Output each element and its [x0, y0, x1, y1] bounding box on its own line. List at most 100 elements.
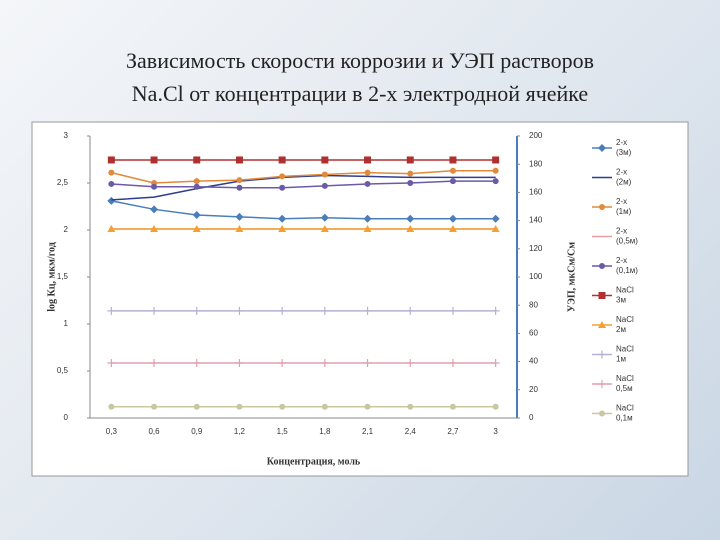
point: [192, 225, 201, 233]
legend-label: NaCl 0,5м: [616, 374, 634, 393]
x-tick-label: 3: [493, 427, 498, 436]
point: [235, 306, 244, 315]
legend-label-part: 0,1м: [616, 414, 633, 423]
legend-marker: [599, 410, 605, 417]
point: [320, 213, 329, 222]
point: [236, 184, 243, 191]
series-line: [111, 180, 496, 189]
y2-tick-label: 120: [529, 244, 543, 253]
point: [235, 212, 244, 221]
x-tick-label: 0,3: [106, 427, 118, 436]
point: [107, 156, 115, 164]
point: [279, 184, 286, 191]
y-tick-label: 1: [64, 319, 69, 328]
point: [406, 225, 415, 233]
y-tick-label: 2: [64, 225, 69, 234]
legend-marker: [598, 292, 606, 299]
point: [364, 403, 371, 410]
point: [449, 178, 456, 185]
y2-tick-label: 200: [529, 131, 543, 140]
point: [192, 210, 201, 219]
legend-label: NaCl 0,1м: [616, 404, 634, 423]
point: [449, 167, 456, 174]
point: [236, 177, 243, 184]
title-line: Зависимость скорости коррозии и УЭП раст…: [126, 48, 594, 73]
legend-label: 2-х (3м): [616, 138, 632, 157]
x-tick-label: 1,2: [234, 427, 246, 436]
point: [108, 180, 115, 187]
point: [406, 214, 415, 223]
x-axis-title: Концентрация, моль: [267, 456, 361, 467]
y2-tick-label: 60: [529, 329, 538, 338]
point: [492, 403, 499, 410]
y-tick-label: 0,5: [57, 366, 69, 375]
x-tick-label: 0,6: [148, 427, 160, 436]
point: [407, 180, 414, 186]
legend-label: NaCl 3м: [616, 286, 634, 305]
point: [193, 156, 201, 164]
point: [320, 306, 329, 315]
legend-label: NaCl 1м: [616, 345, 634, 364]
point: [151, 183, 158, 190]
point: [320, 225, 329, 233]
x-tick-label: 2,7: [447, 427, 459, 436]
legend-label-part: 0,5м: [616, 384, 633, 393]
point: [491, 359, 500, 368]
legend-label-part: NaCl: [616, 315, 634, 324]
x-tick-label: 1,8: [319, 427, 331, 436]
chart-frame: [31, 121, 689, 477]
y2-tick-label: 140: [529, 216, 543, 225]
legend-label-part: (1м): [616, 207, 632, 216]
point: [193, 178, 200, 185]
point: [448, 306, 457, 315]
series-line: [111, 200, 496, 220]
point: [107, 359, 116, 368]
point: [363, 214, 372, 223]
legend-marker: [599, 263, 605, 269]
x-tick-label: 0,9: [191, 427, 203, 436]
legend-label: 2-х (0,5м): [616, 227, 638, 246]
y-tick-label: 3: [64, 131, 69, 140]
y2-axis-title: УЭП, мкСм/См: [566, 242, 577, 312]
y2-tick-label: 80: [529, 300, 538, 309]
legend-label: 2-х (2м): [616, 168, 632, 187]
point: [279, 403, 286, 410]
point: [107, 225, 116, 233]
point: [278, 156, 286, 164]
point: [193, 183, 200, 190]
legend-label: 2-х (1м): [616, 197, 632, 216]
y2-tick-label: 20: [529, 385, 538, 394]
legend-label-part: 1м: [616, 355, 626, 364]
point: [448, 359, 457, 368]
legend-label-part: NaCl: [616, 404, 634, 413]
point: [448, 225, 457, 233]
point: [150, 306, 159, 315]
point: [491, 214, 500, 223]
point: [407, 403, 414, 410]
point: [235, 156, 243, 164]
point: [321, 171, 328, 178]
legend-label-part: 2-х: [616, 227, 627, 236]
point: [407, 170, 414, 177]
point: [321, 156, 329, 164]
series-line: [111, 170, 496, 184]
legend-label-part: 2-х: [616, 138, 627, 147]
legend-label-part: NaCl: [616, 345, 634, 354]
y2-tick-label: 40: [529, 357, 538, 366]
point: [279, 173, 286, 180]
point: [363, 359, 372, 368]
title-line: Na.Cl от концентрации в 2-х электродной …: [131, 81, 589, 106]
point: [406, 156, 414, 164]
point: [278, 306, 287, 315]
y2-tick-label: 0: [529, 413, 534, 422]
point: [406, 359, 415, 368]
y-tick-label: 0: [64, 413, 69, 422]
y-tick-label: 2,5: [57, 178, 69, 187]
legend-label-part: 2-х: [616, 168, 627, 177]
x-tick-label: 2,4: [405, 427, 417, 436]
point: [151, 403, 158, 410]
point: [320, 359, 329, 368]
point: [363, 306, 372, 315]
point: [491, 306, 500, 315]
point: [278, 359, 287, 368]
